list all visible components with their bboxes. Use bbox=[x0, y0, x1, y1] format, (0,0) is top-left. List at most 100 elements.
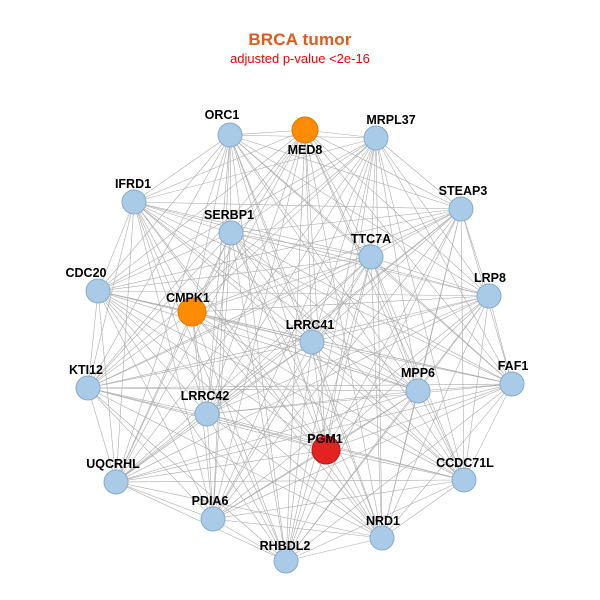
graph-edge bbox=[133, 137, 377, 203]
graph-edge bbox=[304, 129, 462, 210]
graph-edge bbox=[206, 256, 372, 415]
graph-edge bbox=[87, 311, 193, 389]
graph-edge bbox=[311, 341, 465, 481]
graph-edge bbox=[212, 208, 462, 520]
graph-edge bbox=[375, 137, 490, 297]
graph-edge bbox=[133, 134, 231, 203]
graph-edge bbox=[133, 129, 306, 203]
graph-edge bbox=[370, 256, 490, 297]
graph-edge bbox=[115, 481, 214, 520]
graph-edge bbox=[206, 295, 490, 415]
graph-edge bbox=[115, 295, 490, 483]
graph-edge bbox=[87, 341, 313, 389]
graph-edge bbox=[370, 208, 462, 258]
graph-edge bbox=[311, 341, 513, 385]
graph-edge bbox=[133, 201, 193, 313]
graph-edge bbox=[206, 137, 377, 415]
node-label-UQCRHL: UQCRHL bbox=[86, 457, 140, 471]
graph-edge bbox=[115, 232, 232, 483]
graph-edge bbox=[133, 201, 313, 343]
node-MED8 bbox=[291, 116, 319, 144]
graph-edge bbox=[87, 383, 513, 389]
graph-edge bbox=[206, 341, 313, 415]
graph-edge bbox=[87, 387, 287, 562]
graph-edge bbox=[311, 341, 383, 539]
node-label-MPP6: MPP6 bbox=[401, 366, 435, 380]
node-KTI12 bbox=[75, 375, 101, 401]
graph-edge bbox=[133, 201, 214, 520]
graph-edge bbox=[229, 134, 372, 258]
graph-edge bbox=[97, 290, 117, 483]
graph-edge bbox=[212, 518, 383, 539]
graph-edge bbox=[230, 232, 419, 392]
graph-edge bbox=[304, 129, 313, 343]
graph-edge bbox=[381, 383, 513, 539]
graph-edge bbox=[325, 449, 383, 539]
graph-edge bbox=[191, 311, 513, 385]
graph-edge bbox=[191, 311, 208, 415]
graph-edge bbox=[381, 295, 490, 539]
graph-edge bbox=[87, 295, 490, 389]
node-label-LRRC42: LRRC42 bbox=[181, 389, 230, 403]
graph-edge bbox=[115, 201, 135, 483]
graph-edge bbox=[230, 232, 372, 258]
graph-edge bbox=[375, 137, 462, 210]
graph-edge bbox=[206, 390, 419, 415]
graph-edge bbox=[230, 232, 490, 297]
graph-edge bbox=[370, 137, 377, 258]
graph-edge bbox=[325, 295, 490, 451]
graph-edge bbox=[97, 137, 377, 292]
node-SERBP1 bbox=[218, 220, 244, 246]
graph-edge bbox=[212, 479, 465, 520]
graph-edge bbox=[304, 129, 327, 451]
graph-edge bbox=[230, 232, 327, 451]
graph-edge bbox=[87, 129, 306, 389]
graph-edge bbox=[206, 383, 513, 415]
node-label-CMPK1: CMPK1 bbox=[166, 291, 210, 305]
graph-edge bbox=[417, 383, 513, 392]
node-PGM1 bbox=[311, 435, 341, 465]
graph-edge bbox=[87, 387, 208, 415]
graph-edge bbox=[115, 134, 231, 483]
graph-edge bbox=[133, 201, 465, 481]
graph-edge bbox=[229, 134, 465, 481]
graph-edge bbox=[97, 290, 327, 451]
graph-edge bbox=[115, 383, 513, 483]
node-MRPL37 bbox=[363, 125, 389, 151]
node-LRRC41 bbox=[299, 329, 325, 355]
graph-edge bbox=[311, 341, 327, 451]
graph-edge bbox=[97, 290, 214, 520]
graph-edge bbox=[87, 387, 214, 520]
graph-edge bbox=[191, 256, 372, 313]
node-RHBDL2 bbox=[273, 548, 299, 574]
graph-edge bbox=[191, 311, 383, 539]
graph-edge bbox=[87, 137, 377, 389]
graph-edge bbox=[97, 129, 306, 292]
graph-edge bbox=[133, 201, 513, 385]
graph-edge bbox=[212, 449, 327, 520]
graph-edge bbox=[87, 387, 383, 539]
graph-edge bbox=[229, 134, 462, 210]
node-label-LRP8: LRP8 bbox=[474, 271, 506, 285]
node-IFRD1 bbox=[121, 189, 147, 215]
node-label-CDC20: CDC20 bbox=[66, 266, 107, 280]
graph-edge bbox=[212, 232, 232, 520]
graph-edge bbox=[97, 290, 490, 297]
graph-edge bbox=[206, 232, 232, 415]
graph-edge bbox=[460, 208, 465, 481]
graph-edge bbox=[285, 295, 490, 562]
graph-edge bbox=[115, 481, 383, 539]
graph-edge bbox=[97, 232, 232, 292]
graph-edge bbox=[230, 232, 513, 385]
node-label-STEAP3: STEAP3 bbox=[439, 184, 488, 198]
node-label-IFRD1: IFRD1 bbox=[115, 177, 151, 191]
node-label-PDIA6: PDIA6 bbox=[192, 494, 229, 508]
graph-edge bbox=[285, 137, 377, 562]
graph-edge bbox=[212, 383, 513, 520]
graph-edge bbox=[370, 256, 419, 392]
graph-edge bbox=[375, 137, 383, 539]
graph-edge bbox=[133, 201, 372, 258]
graph-edge bbox=[87, 208, 462, 389]
graph-edge bbox=[87, 387, 419, 392]
